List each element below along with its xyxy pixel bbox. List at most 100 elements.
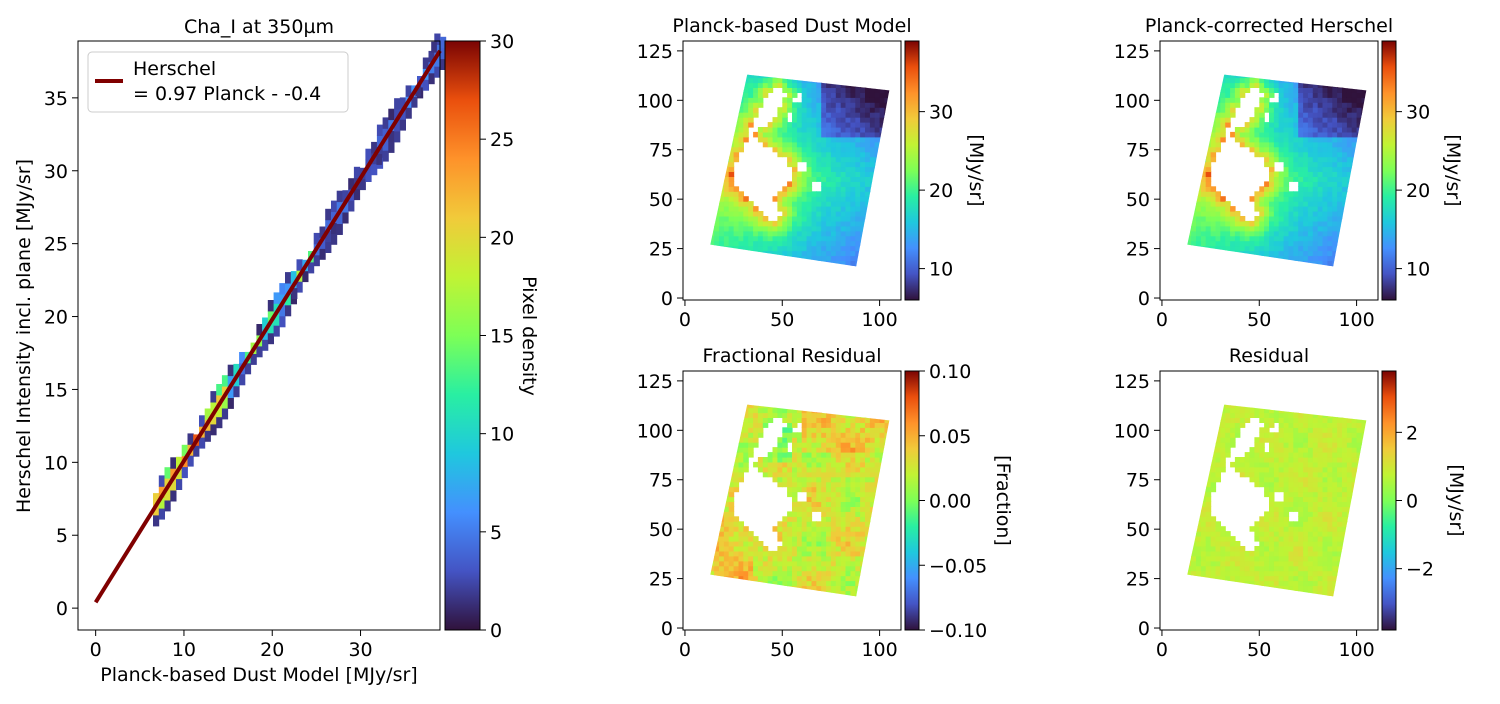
map-cell [704,88,710,94]
map-cell [802,561,808,567]
map-cell [816,595,822,601]
map-cell [807,531,813,537]
map-cell [1211,561,1217,567]
map-cell [880,472,886,478]
map-cell [777,581,783,587]
map-cell [816,127,822,133]
map-cell [880,226,886,232]
map-cell [870,566,876,572]
map-cell [1357,231,1363,237]
map-cell [734,236,740,242]
map-cell [826,595,832,601]
map-cell [1211,221,1217,227]
map-cell [841,256,847,262]
scatter-title: Cha_I at 350µm [184,16,334,38]
map-cell [719,477,725,483]
map-cell [787,551,793,557]
map-cell [1274,186,1280,192]
map-cell [739,531,745,537]
map-cell [850,112,856,118]
map-cell [1245,68,1251,74]
map-cell [855,427,861,433]
map-cell [812,265,818,271]
map-cell [787,102,793,108]
map-cell [855,492,861,498]
map-cell [797,595,803,601]
map-cell [753,551,759,557]
map-cell [1211,102,1217,108]
map-cell [841,595,847,601]
map-cell [1264,152,1270,158]
map-cell [719,487,725,493]
map-cell [1181,447,1187,453]
map-cell [1323,226,1329,232]
map-cell [729,201,735,207]
map-cell [1220,206,1226,212]
map-cell [1274,241,1280,247]
map-cell [1308,221,1314,227]
map-cell [1216,191,1222,197]
map-cell [880,442,886,448]
map-cell [1245,231,1251,237]
map-cell [885,531,891,537]
map-cell [1216,142,1222,148]
map-cell [1201,127,1207,133]
density-cell [325,209,331,220]
map-cell [846,78,852,84]
map-cell [850,176,856,182]
map-cell [777,83,783,89]
map-cell [758,68,764,74]
map-cell [816,231,822,237]
map-cell [1293,265,1299,271]
map-cell [846,256,852,262]
map-cell [870,73,876,79]
map-cell [1220,92,1226,98]
map-cell [763,236,769,242]
map-cell [797,403,803,409]
map-cell [1327,221,1333,227]
map-cell [1216,265,1222,271]
map-cell [846,536,852,542]
map-cell [1181,482,1187,488]
map-cell [870,413,876,419]
map-cell [734,241,740,247]
map-cell [1366,132,1372,138]
map-cell [875,127,881,133]
map-cell [821,172,827,178]
map-cell [1269,102,1275,108]
map-cell [865,186,871,192]
map-cell [850,73,856,79]
y-tick-label: 20 [44,307,68,329]
map-cell [1254,107,1260,113]
map-cell [1289,73,1295,79]
map-cell [763,576,769,582]
map-cell [743,447,749,453]
map-cell [841,73,847,79]
map-cell [1293,251,1299,257]
map-cell [768,595,774,601]
map-cell [1201,437,1207,443]
map-cell [734,536,740,542]
map-cell [1274,142,1280,148]
map-cell [807,536,813,542]
map-cell [1371,107,1377,113]
map-cell [1337,246,1343,252]
map-cell [729,78,735,84]
map-cell [880,127,886,133]
map-cell [1371,211,1377,217]
map-cell [734,576,740,582]
map-cell [836,241,842,247]
map-cell [1186,502,1192,508]
map-cell [846,97,852,103]
map-cell [1191,191,1197,197]
map-cell [1191,107,1197,113]
map-cell [812,447,818,453]
map-cell [777,462,783,468]
map-cell [841,246,847,252]
map-cell [831,221,837,227]
map-cell [816,526,822,532]
map-cell [1303,211,1309,217]
map-cell [797,551,803,557]
map-cell [885,152,891,158]
map-cell [880,122,886,128]
